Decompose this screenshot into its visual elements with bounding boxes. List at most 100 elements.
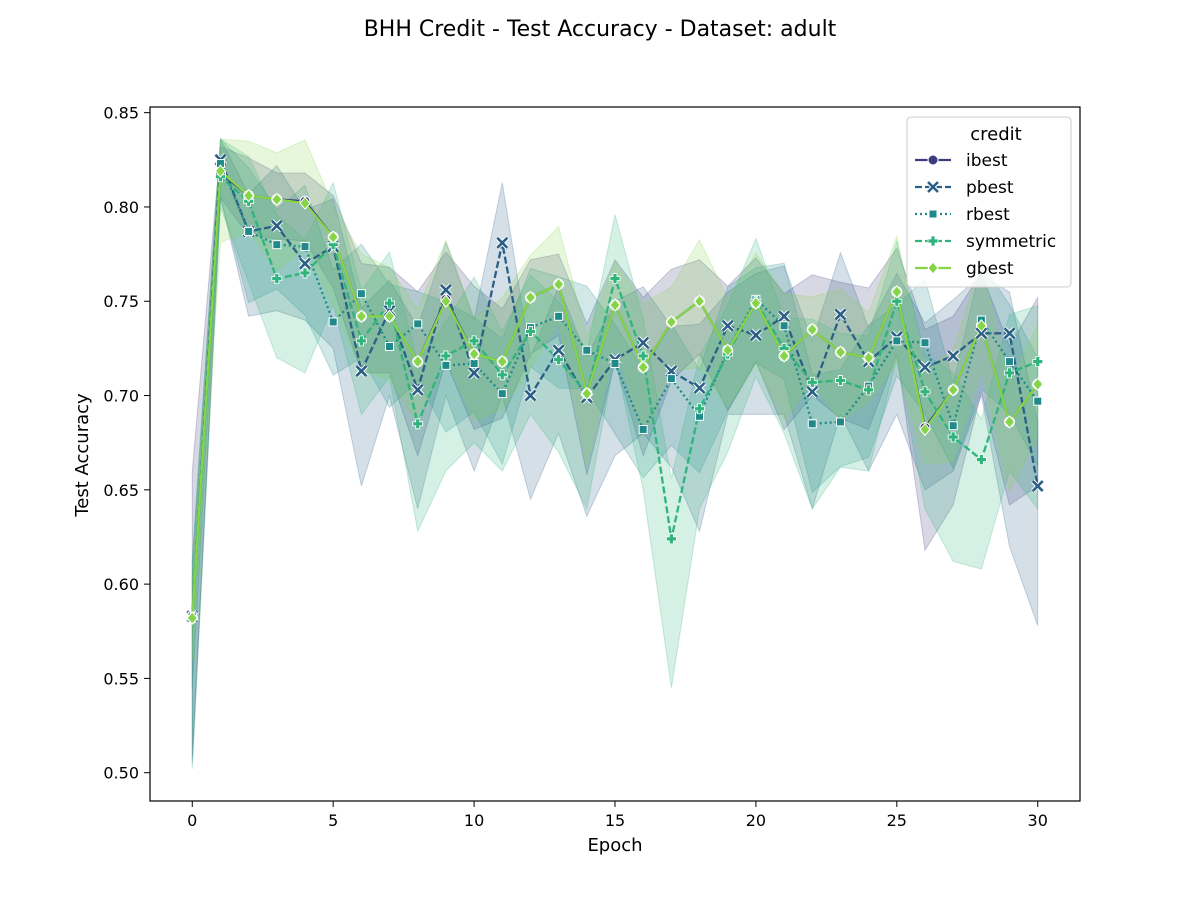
data-point-pbest [467, 366, 481, 380]
data-point-gbest [412, 354, 424, 369]
x-tick-label: 0 [187, 811, 197, 830]
x-tick-label: 5 [328, 811, 338, 830]
data-point-pbest [298, 256, 312, 271]
data-point-gbest [214, 164, 227, 178]
data-point-gbest [524, 290, 537, 305]
data-point-gbest [722, 343, 734, 358]
y-tick-label: 0.70 [103, 387, 139, 406]
data-point-pbest [270, 219, 284, 233]
data-point-rbest [385, 342, 395, 352]
data-point-pbest [411, 383, 425, 397]
y-tick-label: 0.80 [103, 198, 139, 217]
data-point-pbest [946, 349, 960, 363]
x-tick-label: 25 [887, 811, 907, 830]
data-point-symmetric [835, 375, 846, 386]
data-point-pbest [692, 381, 707, 395]
data-point-symmetric [496, 369, 508, 381]
data-point-symmetric [299, 267, 311, 279]
data-point-rbest [1033, 396, 1043, 406]
data-point-gbest [834, 345, 847, 359]
data-point-symmetric [525, 326, 536, 337]
data-point-pbest [552, 343, 566, 357]
data-point-pbest [1031, 479, 1045, 493]
y-axis: 0.50 0.55 0.60 0.65 0.70 0.75 0.80 0.85 [103, 104, 150, 783]
x-tick-label: 10 [464, 811, 484, 830]
legend-marker-ibest [927, 154, 939, 166]
data-point-rbest [272, 240, 282, 250]
data-point-pbest [833, 307, 848, 322]
data-point-gbest [383, 309, 396, 324]
data-point-symmetric [412, 418, 424, 430]
y-axis-label: Test Accuracy [72, 393, 93, 518]
data-point-symmetric [891, 295, 903, 307]
legend-label-rbest: rbest [966, 205, 1010, 225]
data-point-rbest [666, 374, 676, 384]
data-point-gbest [581, 386, 593, 401]
data-point-symmetric [384, 297, 395, 309]
data-point-symmetric [919, 386, 931, 398]
data-point-rbest [948, 421, 958, 431]
data-point-symmetric [694, 403, 705, 415]
ci-band-gbest [191, 138, 1039, 661]
y-tick-label: 0.65 [103, 481, 139, 500]
data-point-symmetric [609, 273, 621, 285]
y-tick-label: 0.60 [103, 575, 139, 594]
data-point-gbest [609, 298, 621, 312]
data-point-gbest [947, 383, 959, 397]
data-point-symmetric [665, 533, 677, 545]
data-point-symmetric [553, 354, 565, 366]
legend-marker-symmetric [927, 235, 939, 247]
data-point-rbest [328, 317, 338, 327]
y-tick-label: 0.50 [103, 764, 139, 783]
data-point-symmetric [468, 335, 480, 347]
data-point-rbest [779, 321, 789, 331]
y-tick-label: 0.75 [103, 292, 139, 311]
data-point-gbest [186, 611, 198, 625]
data-point-pbest [777, 309, 791, 323]
data-point-gbest [299, 196, 311, 210]
data-point-pbest [1002, 326, 1017, 340]
legend-marker-rbest [928, 209, 938, 219]
data-point-gbest [327, 230, 339, 244]
legend-marker-gbest [927, 261, 939, 275]
y-tick-label: 0.55 [103, 669, 139, 688]
data-point-pbest [749, 328, 763, 342]
x-axis-label: Epoch [587, 835, 642, 856]
x-tick-label: 20 [746, 811, 766, 830]
data-point-symmetric [947, 431, 959, 443]
data-point-rbest [356, 289, 366, 299]
data-point-gbest [891, 285, 903, 299]
data-point-pbest [918, 360, 932, 374]
data-point-rbest [1005, 357, 1015, 367]
legend-marker-pbest [926, 180, 940, 194]
data-point-symmetric [806, 376, 818, 388]
data-point-gbest [806, 322, 818, 337]
x-tick-label: 30 [1028, 811, 1048, 830]
legend-label-symmetric: symmetric [966, 232, 1056, 252]
data-point-gbest [693, 294, 706, 309]
ci-band-pbest [191, 137, 1039, 758]
data-point-rbest [441, 360, 451, 370]
confidence-bands [191, 137, 1039, 769]
data-point-pbest [354, 364, 368, 378]
data-point-rbest [413, 319, 423, 329]
data-point-gbest [242, 188, 255, 203]
data-point-symmetric [637, 350, 649, 362]
data-point-gbest [440, 294, 452, 309]
data-point-pbest [495, 236, 509, 250]
data-point-gbest [355, 309, 368, 324]
legend-label-ibest: ibest [966, 151, 1008, 171]
data-point-rbest [892, 336, 902, 346]
x-tick-label: 15 [605, 811, 625, 830]
data-point-symmetric [1032, 356, 1044, 367]
data-point-rbest [610, 358, 620, 368]
data-point-gbest [552, 277, 565, 292]
data-point-symmetric [327, 239, 339, 251]
legend: credit ibest pbest rbest symmetric gbest [906, 116, 1072, 288]
data-point-rbest [638, 424, 648, 434]
data-point-symmetric [863, 384, 875, 396]
data-point-rbest [807, 419, 817, 429]
data-point-rbest [582, 345, 592, 355]
y-tick-label: 0.85 [103, 104, 139, 123]
